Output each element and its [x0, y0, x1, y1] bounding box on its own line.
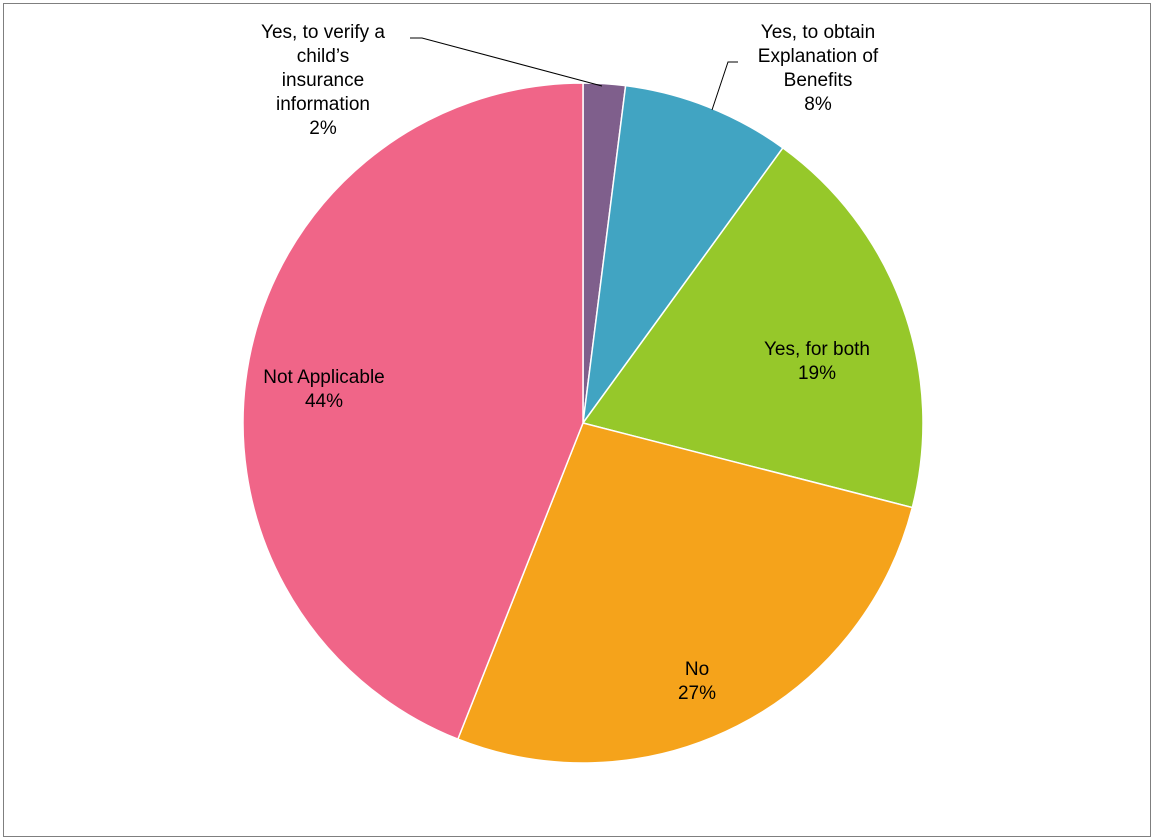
data-labels: Yes, to verify a child’s insurance informat…	[261, 22, 879, 704]
data-label-line: Yes, to verify a	[261, 22, 385, 43]
pie-slice-2	[582, 84, 784, 424]
pie-slices	[242, 82, 924, 764]
data-label-line: Yes, for both	[764, 339, 870, 360]
data-label-2: Yes, to obtain Explanation of Benefits 8%	[758, 22, 879, 115]
data-label-value: 8%	[804, 94, 832, 115]
data-label-line: child’s	[297, 46, 349, 67]
data-label-line: Explanation of	[758, 46, 879, 67]
leader-lines	[410, 37, 738, 111]
data-label-4: No 27%	[678, 659, 716, 704]
data-label-value: 27%	[678, 683, 716, 704]
data-label-line: Yes, to obtain	[761, 22, 875, 43]
pie-slice-4	[456, 422, 914, 764]
data-label-1: Yes, to verify a child’s insurance informat…	[261, 22, 385, 139]
data-label-line: insurance	[282, 70, 364, 91]
data-label-line: information	[276, 94, 370, 115]
data-label-line: Not Applicable	[263, 367, 384, 388]
data-label-line: No	[685, 659, 709, 680]
data-label-5: Not Applicable 44%	[263, 367, 384, 412]
pie-slice-5	[242, 82, 584, 741]
data-label-value: 19%	[798, 363, 836, 384]
data-label-3: Yes, for both 19%	[764, 339, 870, 384]
leader-line-1	[410, 37, 603, 87]
data-label-value: 2%	[309, 118, 337, 139]
data-label-value: 44%	[305, 391, 343, 412]
leader-line-2	[711, 61, 738, 111]
data-label-line: Benefits	[784, 70, 853, 91]
pie-slice-3	[581, 146, 924, 509]
